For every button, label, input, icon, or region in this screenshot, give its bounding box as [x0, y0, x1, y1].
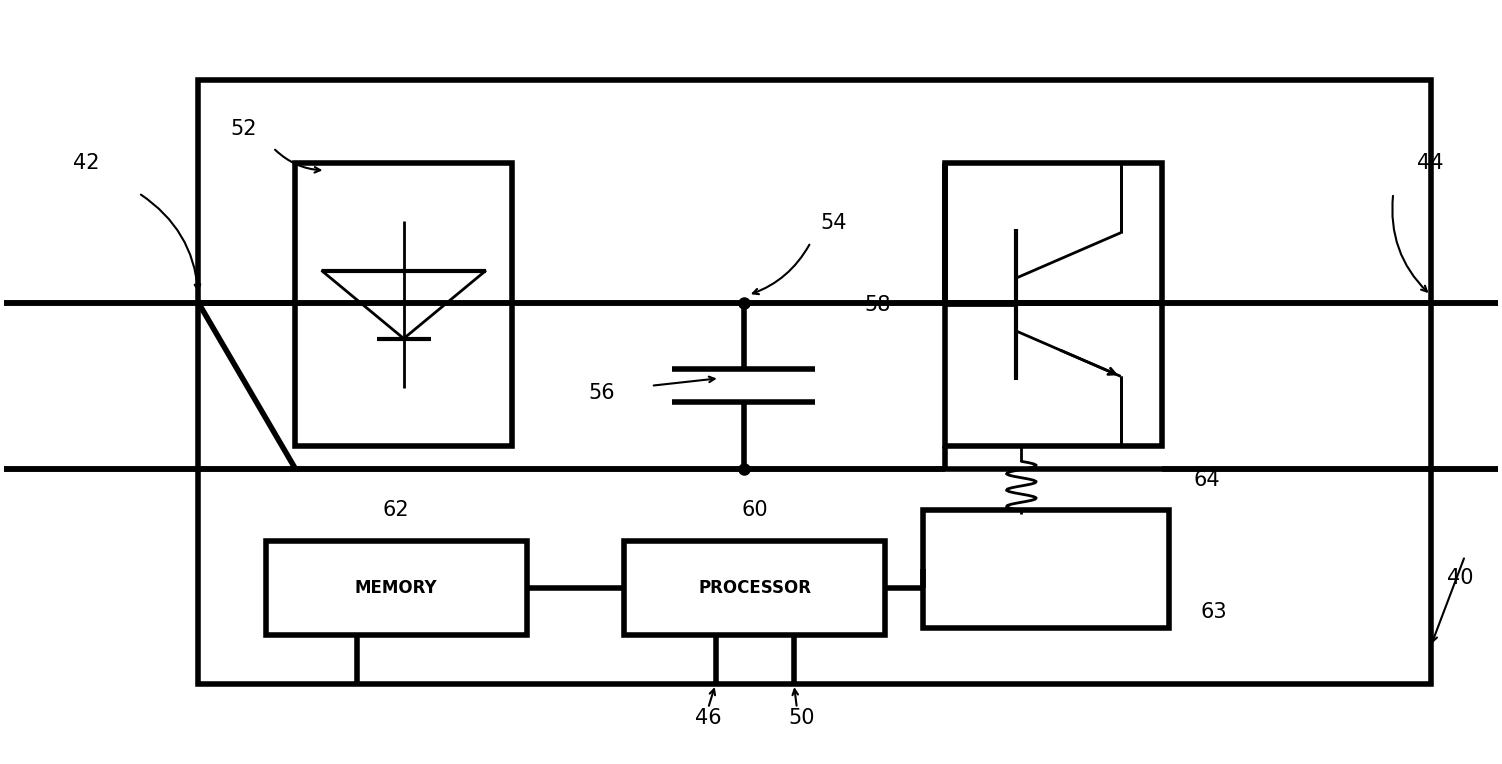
Bar	[922, 510, 1169, 627]
Text: 40: 40	[1448, 568, 1473, 588]
Text: 44: 44	[1418, 153, 1443, 173]
Text: 62: 62	[383, 500, 410, 520]
Bar	[945, 163, 1161, 446]
Bar	[198, 79, 1430, 685]
Text: 46: 46	[695, 708, 721, 728]
Text: 58: 58	[865, 295, 891, 315]
Text: 42: 42	[74, 153, 99, 173]
Text: 54: 54	[820, 213, 847, 233]
Text: 63: 63	[1200, 603, 1227, 623]
Text: 50: 50	[789, 708, 814, 728]
Text: MEMORY: MEMORY	[354, 579, 437, 597]
Text: 60: 60	[742, 500, 768, 520]
Bar	[296, 163, 512, 446]
Text: PROCESSOR: PROCESSOR	[698, 579, 811, 597]
Text: 56: 56	[589, 384, 614, 403]
Bar	[266, 541, 527, 635]
Text: 52: 52	[230, 119, 257, 139]
Bar	[623, 541, 886, 635]
Text: 64: 64	[1193, 470, 1220, 490]
